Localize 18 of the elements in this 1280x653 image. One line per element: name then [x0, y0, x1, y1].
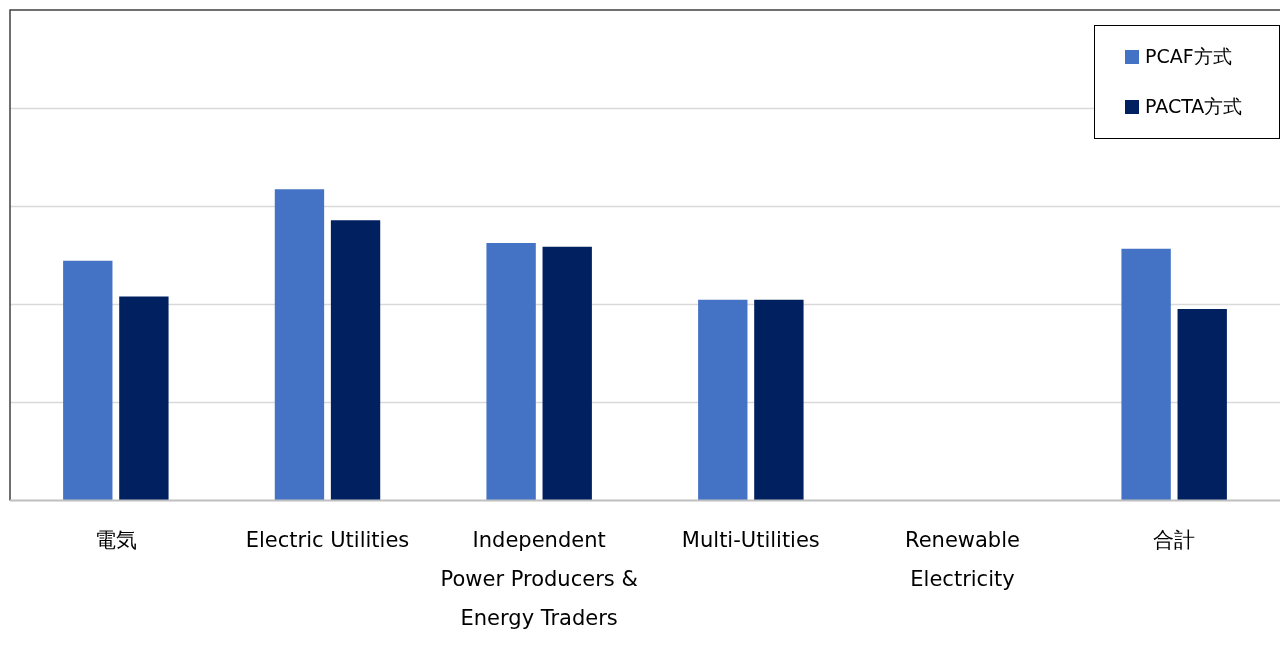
bar — [1121, 248, 1171, 501]
bar — [486, 243, 536, 501]
legend-label: PCAF方式 — [1145, 44, 1232, 69]
x-tick-label: Multi-Utilities — [681, 528, 820, 553]
bar — [1177, 309, 1227, 501]
x-tick-label: 電気 — [94, 528, 137, 553]
bar — [330, 220, 381, 501]
legend-label: PACTA方式 — [1145, 94, 1243, 119]
bar — [698, 299, 748, 501]
bar — [274, 189, 325, 501]
x-tick-label: Electric Utilities — [245, 528, 410, 553]
bar — [63, 260, 113, 501]
x-tick-label: Independent Power Producers & Energy Traders — [440, 528, 638, 631]
bar — [754, 299, 804, 501]
bar — [119, 296, 169, 501]
bar — [542, 246, 592, 501]
x-tick-label: 合計 — [1153, 528, 1196, 553]
x-tick-label: Renewable Electricity — [905, 528, 1020, 592]
